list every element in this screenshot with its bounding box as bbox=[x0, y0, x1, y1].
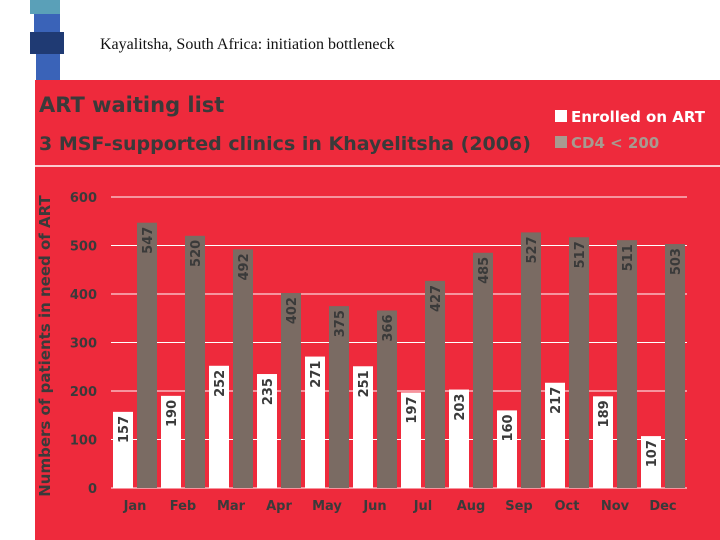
legend-swatch-cd4 bbox=[555, 136, 567, 148]
bar-cd4 bbox=[521, 232, 541, 488]
data-label-cd4: 503 bbox=[669, 248, 684, 275]
data-label-cd4: 402 bbox=[285, 297, 300, 324]
legend: Enrolled on ART CD4 < 200 bbox=[555, 108, 706, 152]
data-label-enrolled: 197 bbox=[405, 396, 420, 423]
bar-cd4 bbox=[425, 280, 445, 488]
bar-cd4 bbox=[569, 237, 589, 488]
bar-cd4 bbox=[137, 222, 157, 488]
y-tick-label: 0 bbox=[88, 482, 97, 497]
bar-enrolled bbox=[401, 392, 421, 488]
bar-cd4 bbox=[617, 240, 637, 488]
bar-enrolled bbox=[305, 356, 325, 488]
bar-enrolled bbox=[593, 396, 613, 488]
data-label-cd4: 375 bbox=[333, 310, 348, 337]
chart-title: ART waiting list bbox=[39, 93, 224, 117]
data-label-cd4: 485 bbox=[477, 257, 492, 284]
data-label-cd4: 547 bbox=[141, 227, 156, 254]
data-label-enrolled: 251 bbox=[357, 370, 372, 397]
x-tick-label: Jan bbox=[123, 499, 147, 514]
y-tick-label: 300 bbox=[70, 337, 97, 352]
bar-cd4 bbox=[281, 293, 301, 488]
deco-block-navy bbox=[30, 32, 64, 54]
x-tick-label: Dec bbox=[649, 499, 676, 514]
bar-cd4 bbox=[329, 306, 349, 488]
data-label-cd4: 427 bbox=[429, 285, 444, 312]
x-tick-label: Feb bbox=[170, 499, 196, 514]
bar-enrolled bbox=[257, 374, 277, 488]
bar-cd4 bbox=[665, 244, 685, 488]
bars: 157 547 190 520 252 492 235 402 271 375 251 366 197 4… bbox=[113, 222, 685, 488]
data-label-cd4: 520 bbox=[189, 240, 204, 267]
data-label-enrolled: 160 bbox=[501, 414, 516, 441]
bar-cd4 bbox=[233, 249, 253, 488]
bar-cd4 bbox=[185, 235, 205, 488]
x-tick-label: Nov bbox=[601, 499, 630, 514]
data-label-enrolled: 157 bbox=[117, 416, 132, 443]
grid bbox=[111, 196, 687, 489]
data-label-enrolled: 190 bbox=[165, 400, 180, 427]
bar-enrolled bbox=[545, 382, 565, 488]
data-label-cd4: 527 bbox=[525, 236, 540, 263]
x-tick-label: Oct bbox=[555, 499, 580, 514]
deco-block-blue-2 bbox=[36, 54, 60, 80]
x-tick-label: Apr bbox=[266, 499, 292, 514]
x-axis-ticks: Jan Feb Mar Apr May Jun Jul Aug Sep Oct Nov Dec bbox=[123, 499, 677, 514]
x-tick-label: Jul bbox=[413, 499, 433, 514]
x-tick-label: Mar bbox=[217, 499, 246, 514]
x-tick-label: Jun bbox=[362, 499, 386, 514]
legend-swatch-enrolled bbox=[555, 110, 567, 122]
y-tick-label: 600 bbox=[70, 191, 97, 206]
bar-enrolled bbox=[497, 410, 517, 488]
data-label-cd4: 517 bbox=[573, 241, 588, 268]
data-label-enrolled: 203 bbox=[453, 394, 468, 421]
data-label-enrolled: 189 bbox=[597, 400, 612, 427]
bar-cd4 bbox=[473, 252, 493, 488]
data-label-enrolled: 271 bbox=[309, 361, 324, 388]
bar-enrolled bbox=[353, 366, 373, 488]
chart-subtitle: 3 MSF-supported clinics in Khayelitsha (… bbox=[39, 133, 531, 155]
bar-enrolled bbox=[449, 389, 469, 488]
legend-label-cd4: CD4 < 200 bbox=[571, 134, 659, 152]
data-label-enrolled: 252 bbox=[213, 370, 228, 397]
bar-enrolled bbox=[641, 436, 661, 488]
slide-decoration bbox=[30, 0, 64, 80]
y-tick-label: 400 bbox=[70, 288, 97, 303]
y-tick-label: 500 bbox=[70, 240, 97, 255]
data-label-cd4: 511 bbox=[621, 244, 636, 271]
y-axis-label: Numbers of patients in need of ART bbox=[36, 194, 54, 496]
y-axis-ticks: 0 100 200 300 400 500 600 bbox=[70, 191, 97, 497]
data-label-cd4: 366 bbox=[381, 314, 396, 341]
bar-enrolled bbox=[161, 395, 181, 488]
data-label-enrolled: 217 bbox=[549, 387, 564, 414]
slide-title: Kayalitsha, South Africa: initiation bot… bbox=[100, 36, 395, 53]
x-tick-label: Aug bbox=[457, 499, 486, 514]
deco-block-teal bbox=[30, 0, 60, 14]
data-label-enrolled: 235 bbox=[261, 378, 276, 405]
bar-enrolled bbox=[209, 365, 229, 488]
y-tick-label: 100 bbox=[70, 434, 97, 449]
chart: ART waiting list 3 MSF-supported clinics… bbox=[35, 93, 720, 514]
bar-cd4 bbox=[377, 310, 397, 488]
chart-panel: ART waiting list 3 MSF-supported clinics… bbox=[35, 80, 720, 540]
x-tick-label: May bbox=[312, 499, 342, 514]
data-label-cd4: 492 bbox=[237, 253, 252, 280]
legend-label-enrolled: Enrolled on ART bbox=[571, 108, 706, 126]
deco-block-blue bbox=[34, 14, 60, 32]
data-label-enrolled: 107 bbox=[645, 440, 660, 467]
bar-enrolled bbox=[113, 411, 133, 488]
y-tick-label: 200 bbox=[70, 385, 97, 400]
x-tick-label: Sep bbox=[505, 499, 533, 514]
